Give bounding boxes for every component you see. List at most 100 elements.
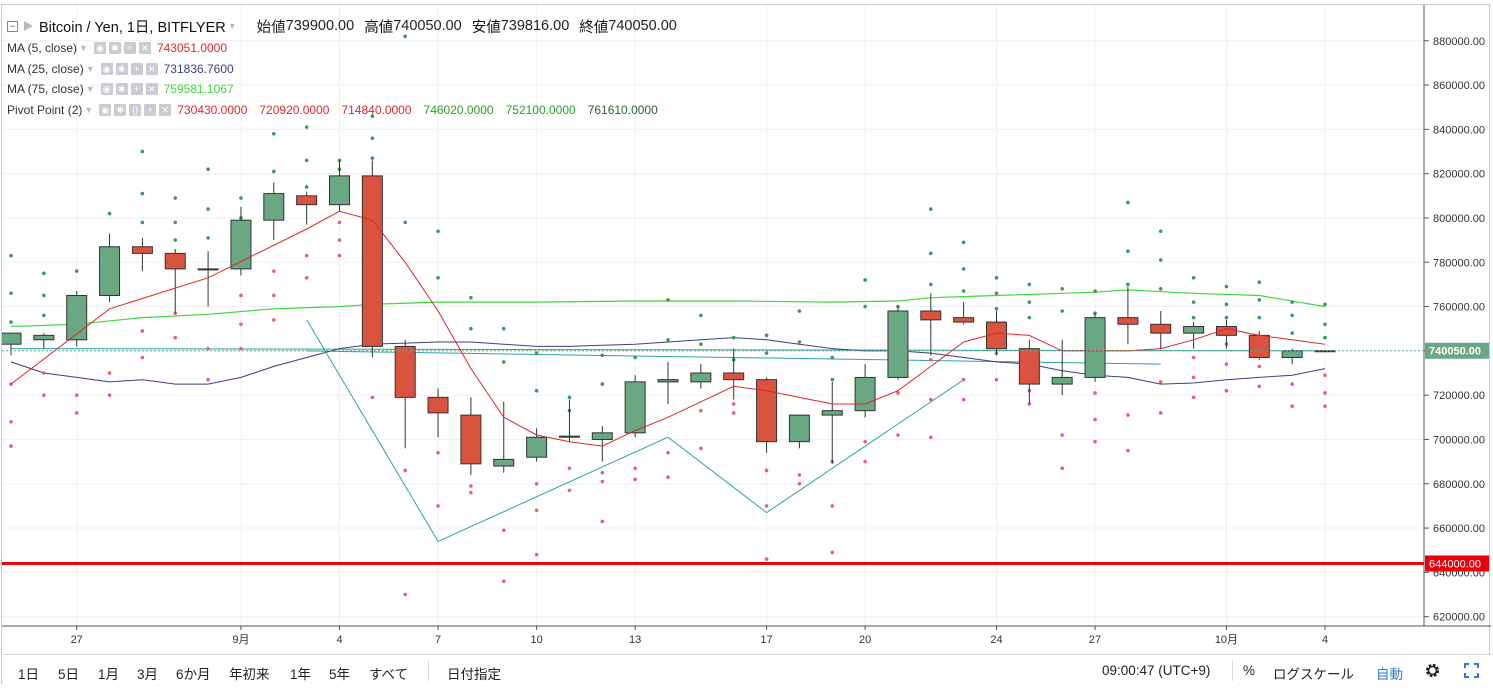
pivot-support-point <box>1191 395 1196 400</box>
candle-body[interactable] <box>1150 323 1172 334</box>
gear-icon[interactable]: ✱ <box>115 62 128 75</box>
candle-body[interactable] <box>394 345 416 398</box>
collapse-legend-icon[interactable]: − <box>7 20 18 32</box>
candle-body[interactable] <box>164 252 186 270</box>
candle-body[interactable] <box>329 175 350 206</box>
candle-body[interactable] <box>1051 376 1073 385</box>
price-chart[interactable]: 880000.00 860000.00 840000.00 820000.00 8000… <box>2 5 1491 650</box>
candle-body[interactable] <box>460 414 482 465</box>
plus-icon[interactable]: + <box>123 42 136 55</box>
indicator-legend-row[interactable]: MA (25, close) ▼ ◉ ✱ + ✕ 731836.7600 <box>7 59 687 80</box>
candle-body[interactable] <box>624 381 646 434</box>
candle-body[interactable] <box>1084 317 1106 378</box>
indicator-name[interactable]: MA (5, close) <box>7 41 78 56</box>
pivot-support-point <box>600 519 605 524</box>
chevron-down-icon[interactable]: ▼ <box>84 104 94 115</box>
candle-body[interactable] <box>788 414 810 443</box>
range-button[interactable]: 3月 <box>137 667 159 682</box>
candle-body[interactable] <box>197 268 219 271</box>
range-button[interactable]: 年初来 <box>229 667 270 682</box>
source-icon[interactable]: {} <box>129 103 142 116</box>
candle-body[interactable] <box>887 310 909 378</box>
pivot-support-point <box>140 355 145 360</box>
candle-body[interactable] <box>131 246 153 254</box>
gear-icon[interactable]: ✱ <box>114 103 127 116</box>
candle-body[interactable] <box>263 193 285 221</box>
candle-body[interactable] <box>1018 348 1040 385</box>
clock-display[interactable]: 09:00:47 (UTC+9) <box>1102 663 1211 678</box>
candle-body[interactable] <box>953 317 975 323</box>
candle-body[interactable] <box>1183 325 1205 334</box>
candle-body[interactable] <box>690 372 712 383</box>
plus-icon[interactable]: + <box>130 62 143 75</box>
pivot-resistance-point <box>1191 315 1196 320</box>
candle-body[interactable] <box>296 195 318 206</box>
pivot-support-point <box>797 481 802 486</box>
flag-icon[interactable] <box>24 21 33 31</box>
eye-icon[interactable]: ◉ <box>99 103 112 116</box>
chevron-down-icon[interactable]: ▼ <box>85 63 95 74</box>
range-button[interactable]: 5年 <box>329 667 351 682</box>
pivot-resistance-point <box>304 185 309 189</box>
gear-icon[interactable]: ✱ <box>108 42 121 55</box>
close-icon[interactable]: ✕ <box>145 62 158 75</box>
candle-body[interactable] <box>1281 350 1303 359</box>
indicator-legend-row[interactable]: Pivot Point (2) ▼ ◉ ✱{} + ✕ 730430.0000 720920.… <box>7 100 687 121</box>
range-button[interactable]: 1日 <box>18 667 40 682</box>
gear-icon[interactable] <box>1424 662 1441 679</box>
indicator-legend-row[interactable]: MA (75, close) ▼ ◉ ✱ + ✕ 759581.1067 <box>7 79 687 100</box>
percent-scale-button[interactable]: % <box>1243 663 1256 678</box>
close-icon[interactable]: ✕ <box>159 103 172 116</box>
range-button[interactable]: すべて <box>369 667 409 682</box>
plus-icon[interactable]: + <box>130 83 143 96</box>
candle-body[interactable] <box>723 372 745 381</box>
range-button[interactable]: 1月 <box>98 667 120 682</box>
time-tick-label: 7 <box>435 634 441 646</box>
fullscreen-icon[interactable] <box>1463 662 1480 679</box>
chevron-down-icon[interactable]: ▼ <box>79 43 88 54</box>
indicator-value: 720920.0000 <box>259 102 330 117</box>
candle-body[interactable] <box>1248 334 1270 359</box>
candle-body[interactable] <box>756 379 778 443</box>
candle-body[interactable] <box>854 376 876 412</box>
eye-icon[interactable]: ◉ <box>100 83 113 96</box>
close-icon[interactable]: ✕ <box>138 42 151 55</box>
indicator-name[interactable]: MA (75, close) <box>7 82 84 97</box>
pivot-support-point <box>239 322 243 327</box>
candle-body[interactable] <box>230 219 252 270</box>
candle-body[interactable] <box>1117 317 1139 325</box>
chevron-down-icon[interactable]: ▼ <box>227 21 237 31</box>
gear-icon[interactable]: ✱ <box>115 83 128 96</box>
candle-body[interactable] <box>2 332 22 345</box>
candle-body[interactable] <box>99 246 121 296</box>
indicator-legend-row[interactable]: MA (5, close) ▼ ◉ ✱ + ✕ 743051.0000 <box>7 38 687 59</box>
candle-body[interactable] <box>591 432 613 440</box>
candle-body[interactable] <box>526 436 548 458</box>
range-button[interactable]: 6か月 <box>176 667 211 682</box>
range-button[interactable]: 1年 <box>290 667 312 682</box>
goto-date-button[interactable]: 日付指定 <box>447 667 501 682</box>
close-icon[interactable]: ✕ <box>145 83 158 96</box>
auto-scale-button[interactable]: 自動 <box>1376 667 1403 682</box>
candle-body[interactable] <box>33 334 55 341</box>
candle-body[interactable] <box>657 379 679 383</box>
candle-body[interactable] <box>493 458 515 467</box>
range-button[interactable]: 5日 <box>58 667 80 682</box>
candle-body[interactable] <box>920 310 942 321</box>
indicator-name[interactable]: Pivot Point (2) <box>7 102 83 117</box>
log-scale-button[interactable]: ログスケール <box>1273 667 1354 682</box>
candle-body[interactable] <box>66 294 88 341</box>
candle-body[interactable] <box>427 396 449 414</box>
pivot-resistance-point <box>42 271 46 276</box>
symbol-title[interactable]: Bitcoin / Yen, 1日, BITFLYER <box>39 19 226 36</box>
eye-icon[interactable]: ◉ <box>100 62 113 75</box>
chevron-down-icon[interactable]: ▼ <box>85 84 95 95</box>
pivot-support-point <box>764 468 769 473</box>
eye-icon[interactable]: ◉ <box>93 42 106 55</box>
chart-frame[interactable]: 880000.00 860000.00 840000.00 820000.00 8000… <box>1 4 1492 690</box>
candle-body[interactable] <box>558 435 580 438</box>
candle-body[interactable] <box>821 410 843 416</box>
candle-body[interactable] <box>361 175 383 347</box>
plus-icon[interactable]: + <box>144 103 157 116</box>
indicator-name[interactable]: MA (25, close) <box>7 61 84 76</box>
